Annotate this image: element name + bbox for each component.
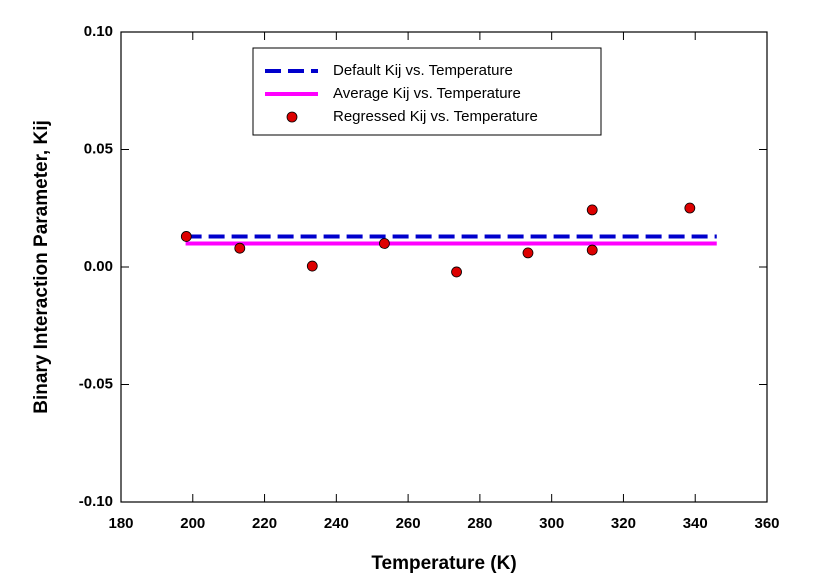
x-tick-label: 300	[539, 515, 564, 532]
y-tick-label: 0.05	[84, 140, 113, 157]
x-tick-label: 200	[180, 515, 205, 532]
y-tick-label: 0.10	[84, 23, 113, 40]
data-point	[306, 260, 318, 272]
x-tick-label: 340	[683, 515, 708, 532]
data-point	[234, 242, 246, 254]
x-tick-label: 280	[467, 515, 492, 532]
data-point	[451, 266, 462, 278]
legend-box	[252, 47, 602, 136]
data-point	[684, 202, 696, 214]
data-point	[586, 204, 598, 216]
y-tick-label: -0.10	[79, 493, 113, 510]
data-point	[180, 231, 192, 242]
data-point	[586, 244, 598, 256]
y-axis-label: Binary Interaction Parameter, Kij	[31, 120, 52, 414]
x-tick-label: 180	[108, 515, 133, 532]
legend-label: Regressed Kij vs. Temperature	[333, 108, 538, 125]
legend-label: Default Kij vs. Temperature	[333, 62, 513, 79]
x-tick-label: 360	[754, 515, 779, 532]
legend-label: Average Kij vs. Temperature	[333, 85, 521, 102]
x-tick-label: 220	[252, 515, 277, 532]
y-tick-label: -0.05	[79, 375, 113, 392]
x-axis-label: Temperature (K)	[371, 553, 516, 574]
x-tick-label: 320	[611, 515, 636, 532]
data-point	[379, 238, 390, 249]
y-tick-label: 0.00	[84, 258, 113, 275]
legend-swatch	[286, 111, 298, 123]
x-tick-label: 240	[324, 515, 349, 532]
data-point	[522, 247, 534, 259]
x-tick-label: 260	[396, 515, 421, 532]
